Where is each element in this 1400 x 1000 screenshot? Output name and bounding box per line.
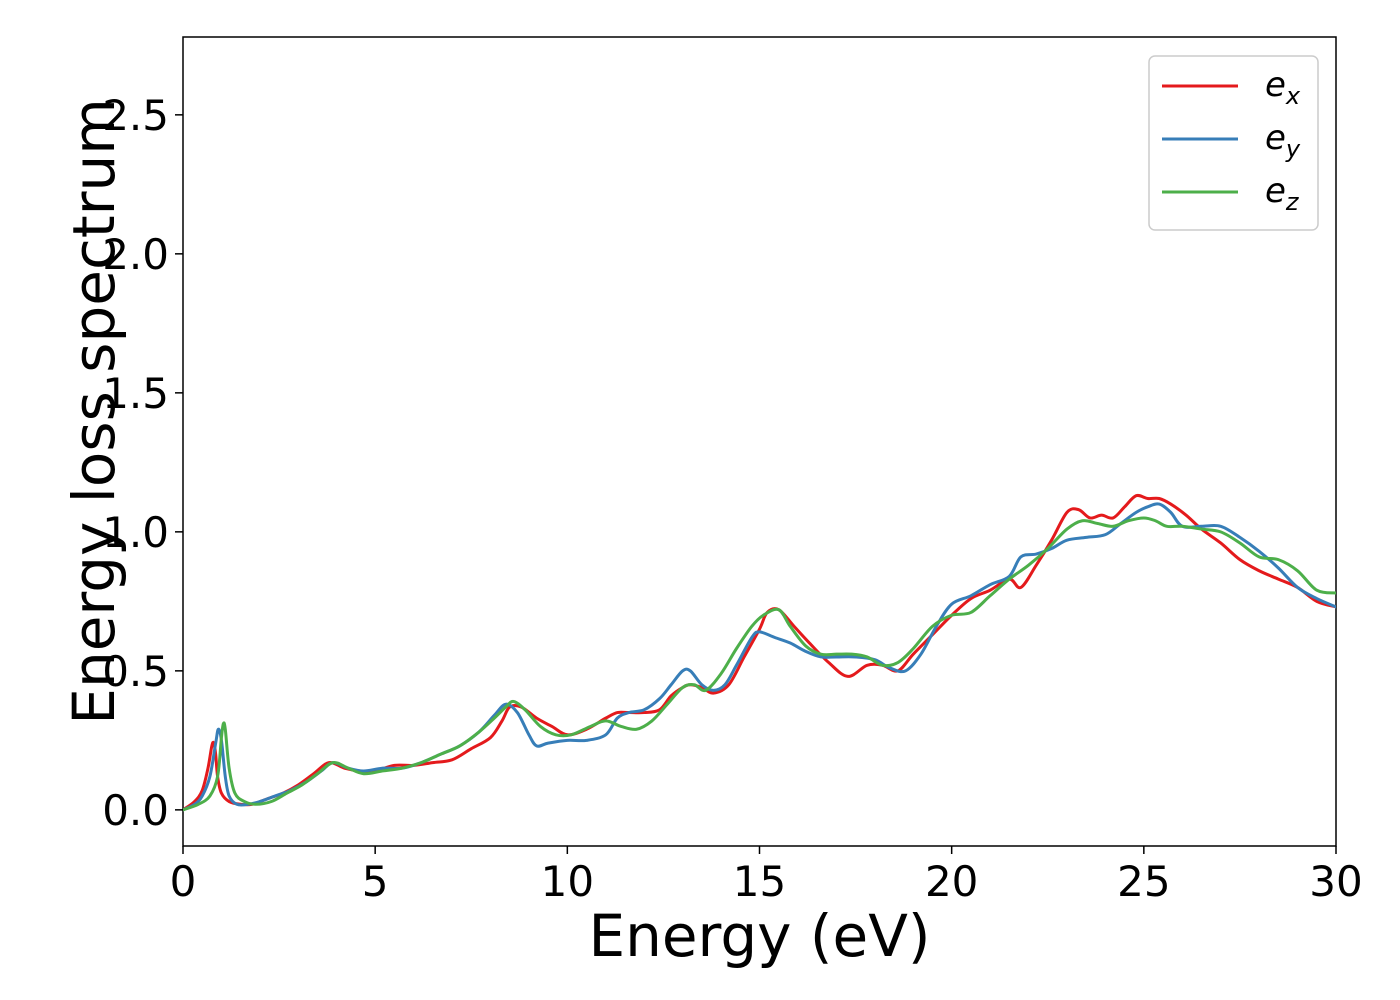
x-tick-label: 25 bbox=[1117, 857, 1170, 906]
y-tick-label: 0.0 bbox=[102, 786, 169, 835]
y-axis: 0.0 0.5 1.0 1.5 2.0 2.5 bbox=[102, 91, 183, 835]
series-layer bbox=[183, 493, 1336, 812]
legend-box bbox=[1148, 55, 1319, 231]
series-line-e-x bbox=[183, 493, 1336, 812]
x-tick-label: 10 bbox=[541, 857, 594, 906]
y-tick-label: 1.5 bbox=[102, 369, 169, 418]
y-axis-label: Energy loss spectrum bbox=[60, 98, 128, 724]
y-tick-label: 2.0 bbox=[102, 230, 169, 279]
x-tick-label: 15 bbox=[733, 857, 786, 906]
x-axis-label: Energy (eV) bbox=[588, 902, 930, 970]
x-tick-label: 30 bbox=[1309, 857, 1362, 906]
x-tick-label: 5 bbox=[362, 857, 389, 906]
legend: ex ey ez bbox=[1148, 55, 1319, 231]
legend-label-e-x: ex bbox=[1265, 65, 1301, 110]
series-line-e-z bbox=[183, 516, 1336, 812]
y-tick-label: 1.0 bbox=[102, 508, 169, 557]
legend-label-e-z: ez bbox=[1265, 171, 1300, 216]
x-axis: 0 5 10 15 20 25 30 bbox=[170, 846, 1363, 906]
y-tick-label: 2.5 bbox=[102, 91, 169, 140]
legend-label-e-y: ey bbox=[1265, 118, 1301, 163]
x-tick-label: 20 bbox=[925, 857, 978, 906]
y-tick-label: 0.5 bbox=[102, 647, 169, 696]
series-line-e-y bbox=[183, 502, 1336, 812]
x-tick-label: 0 bbox=[170, 857, 197, 906]
